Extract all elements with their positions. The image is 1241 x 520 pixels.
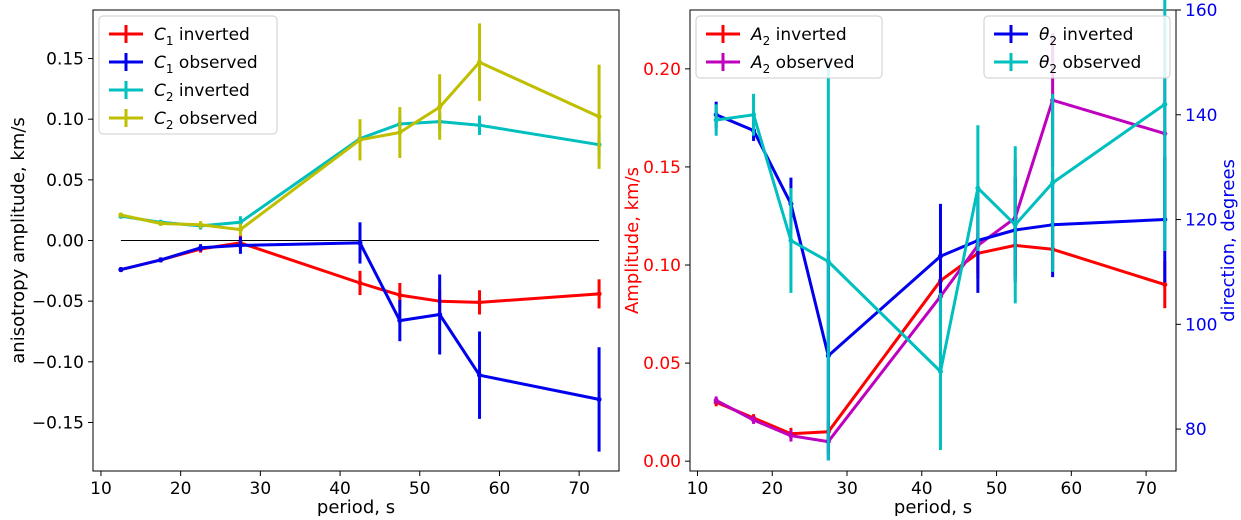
- data-point: [713, 117, 719, 123]
- legend-entry: C2 observed: [154, 109, 258, 132]
- x-tick-label: 70: [568, 479, 590, 499]
- x-tick-label: 30: [836, 479, 858, 499]
- legend-box: [98, 15, 278, 135]
- legend-entry: θ2 inverted: [1039, 25, 1133, 48]
- x-tick-label: 50: [986, 479, 1008, 499]
- y-axis-left-tick-label: 0.10: [643, 256, 681, 276]
- data-point: [713, 397, 719, 403]
- legend-box: [695, 15, 883, 79]
- data-point: [477, 372, 483, 378]
- y-axis-left-label: Amplitude, km/s: [622, 167, 643, 314]
- data-point: [788, 433, 794, 439]
- data-point: [596, 291, 602, 297]
- y-axis-tick-label: 0.15: [46, 50, 84, 70]
- y-axis-right-tick-label: 80: [1185, 420, 1207, 440]
- data-point: [937, 253, 943, 259]
- data-point: [1162, 101, 1168, 107]
- data-point: [237, 242, 243, 248]
- data-point: [357, 137, 363, 143]
- x-tick-label: 60: [1061, 479, 1083, 499]
- legend: C1 inverted C1 observed C2 inverted C2 obse…: [98, 15, 278, 135]
- x-axis-label: period, s: [317, 497, 395, 516]
- data-point: [596, 114, 602, 120]
- legend-entry: C1 observed: [154, 53, 258, 76]
- series-3: [118, 23, 602, 236]
- data-point: [198, 245, 204, 251]
- x-tick-label: 50: [409, 479, 431, 499]
- data-point: [937, 368, 943, 374]
- x-tick-label: 40: [329, 479, 351, 499]
- left-chart-panel: 10 20 30 40 50 60 70 period, s −0.15 −0.10 −0.05 0.…: [8, 9, 620, 518]
- legend-entry: C2 inverted: [154, 81, 250, 104]
- data-point: [1012, 222, 1018, 228]
- series-1: [118, 222, 602, 452]
- y-axis-left-tick-label: 0.20: [643, 60, 681, 80]
- data-point: [1050, 180, 1056, 186]
- y-axis-right-tick-label: 120: [1185, 211, 1217, 231]
- legend-entry: A2 observed: [750, 53, 855, 76]
- x-tick-label: 60: [489, 479, 511, 499]
- data-point: [118, 267, 124, 273]
- data-point: [477, 299, 483, 305]
- y-axis-right-tick-label: 140: [1185, 106, 1217, 126]
- y-axis-tick-label: 0.10: [46, 110, 84, 130]
- data-point: [596, 396, 602, 402]
- legend-box: [983, 15, 1171, 79]
- data-point: [118, 212, 124, 218]
- data-point: [437, 312, 443, 318]
- y-axis-tick-label: −0.10: [32, 353, 84, 373]
- y-axis-left-tick-label: 0.15: [643, 158, 681, 178]
- x-tick-label: 20: [170, 479, 192, 499]
- data-point: [357, 280, 363, 286]
- y-axis-right-tick-label: 160: [1185, 1, 1217, 21]
- data-point: [437, 104, 443, 110]
- y-axis-tick-label: 0.05: [46, 171, 84, 191]
- y-axis-left-tick-label: 0.05: [643, 354, 681, 374]
- x-axis-label: period, s: [894, 497, 972, 516]
- y-axis-right-label: direction, degrees: [1218, 159, 1239, 322]
- data-point: [751, 417, 757, 423]
- y-axis-tick-label: −0.05: [32, 292, 84, 312]
- y-axis-tick-label: −0.15: [32, 413, 84, 433]
- series-line: [120, 241, 600, 401]
- data-point: [751, 112, 757, 118]
- legend: A2 inverted A2 observed: [695, 15, 883, 79]
- series-3: [713, 0, 1168, 461]
- x-tick-label: 10: [687, 479, 709, 499]
- plot-frame: [689, 9, 1177, 472]
- data-point: [825, 258, 831, 264]
- data-point: [158, 257, 164, 263]
- data-point: [397, 130, 403, 136]
- x-tick-label: 30: [250, 479, 272, 499]
- y-axis-left-tick-label: 0.00: [643, 452, 681, 472]
- legend-entry: A2 inverted: [750, 25, 847, 48]
- y-axis-right-tick-label: 100: [1185, 315, 1217, 335]
- legend: θ2 inverted θ2 observed: [983, 15, 1171, 79]
- x-tick-label: 20: [761, 479, 783, 499]
- data-point: [158, 221, 164, 227]
- data-point: [198, 222, 204, 228]
- y-axis-label: anisotropy amplitude, km/s: [8, 117, 29, 364]
- data-point: [975, 185, 981, 191]
- data-point: [357, 240, 363, 246]
- data-point: [477, 59, 483, 65]
- y-axis-tick-label: 0.00: [46, 232, 84, 252]
- data-point: [397, 292, 403, 298]
- x-tick-label: 40: [911, 479, 933, 499]
- right-chart-panel: 10 20 30 40 50 60 70 period, s 0.00 0.05 0.10 0.15 0…: [622, 0, 1239, 518]
- data-point: [788, 238, 794, 243]
- data-point: [477, 122, 483, 128]
- data-point: [397, 318, 403, 324]
- data-point: [1162, 282, 1168, 288]
- x-tick-label: 10: [90, 479, 112, 499]
- x-tick-label: 70: [1135, 479, 1157, 499]
- legend-entry: θ2 observed: [1039, 53, 1141, 76]
- data-point: [237, 227, 243, 233]
- legend-entry: C1 inverted: [154, 25, 250, 48]
